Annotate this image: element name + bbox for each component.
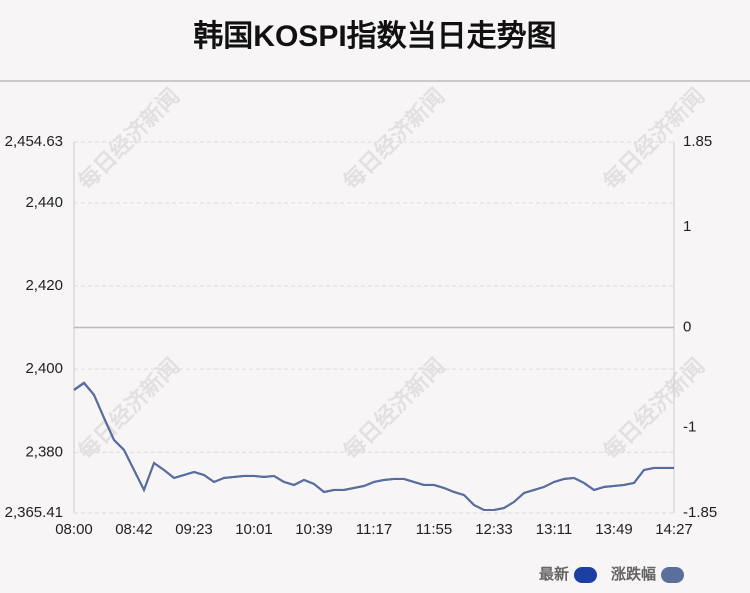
x-tick-label: 10:01: [235, 521, 273, 538]
y-tick-label: 2,420: [25, 277, 63, 294]
x-tick-label: 10:39: [295, 521, 333, 538]
y-tick-label: 2,365.41: [5, 504, 63, 521]
series-line: [73, 381, 674, 511]
legend-swatch: [573, 567, 597, 583]
x-tick-label: 14:27: [655, 521, 693, 538]
x-tick-label: 11:17: [356, 521, 392, 538]
y2-tick-label: -1.85: [683, 504, 717, 521]
y2-tick-label: 1: [683, 218, 691, 235]
x-tick-label: 08:42: [115, 521, 153, 538]
legend-label: 最新: [539, 565, 569, 583]
x-tick-label: 13:49: [595, 521, 633, 538]
y2-tick-label: -1: [683, 419, 696, 436]
y-tick-label: 2,454.63: [5, 133, 63, 150]
x-tick-label: 13:11: [536, 521, 572, 538]
y2-tick-label: 0: [683, 318, 691, 335]
chart-title: 韩国KOSPI指数当日走势图: [193, 20, 556, 53]
x-tick-label: 12:33: [475, 521, 513, 538]
y-tick-label: 2,380: [25, 443, 63, 460]
legend-swatch: [661, 567, 684, 583]
legend-label: 涨跌幅: [611, 565, 656, 583]
x-tick-label: 09:23: [175, 521, 213, 538]
x-tick-label: 11:55: [416, 521, 452, 538]
x-tick-label: 08:00: [55, 521, 93, 538]
y-tick-label: 2,400: [25, 360, 63, 377]
y-tick-label: 2,440: [25, 194, 63, 211]
y2-tick-label: 1.85: [683, 133, 712, 150]
